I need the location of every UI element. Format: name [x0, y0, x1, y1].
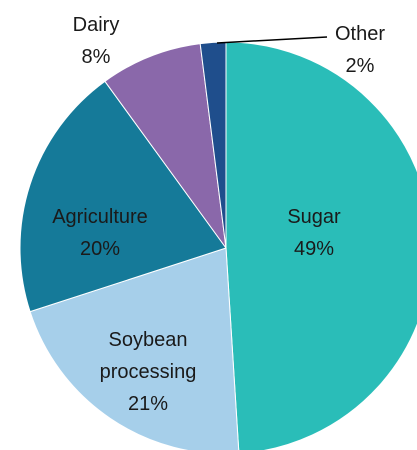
label-sugar-value: 49%: [294, 238, 334, 260]
label-sugar-name: Sugar: [287, 206, 341, 228]
slice-labels: Sugar 49% Soybean processing 21% Agricul…: [52, 14, 385, 415]
label-other-name: Other: [335, 23, 385, 45]
label-soybean-name-line1: Soybean: [109, 329, 188, 351]
label-soybean-value: 21%: [128, 393, 168, 415]
pie-slice-soybean-processing: [29, 247, 240, 450]
label-dairy-name: Dairy: [73, 14, 120, 36]
pie-slice-agriculture: [19, 80, 227, 313]
pie-slice-dairy: [104, 43, 227, 249]
label-agriculture-value: 20%: [80, 238, 120, 260]
pie-slice-sugar: [225, 41, 417, 450]
label-dairy-value: 8%: [82, 46, 111, 68]
label-agriculture-name: Agriculture: [52, 206, 148, 228]
label-soybean-name-line2: processing: [100, 361, 197, 383]
other-leader-line: [216, 36, 328, 44]
label-other-value: 2%: [346, 55, 375, 77]
pie-slices: [19, 41, 417, 450]
